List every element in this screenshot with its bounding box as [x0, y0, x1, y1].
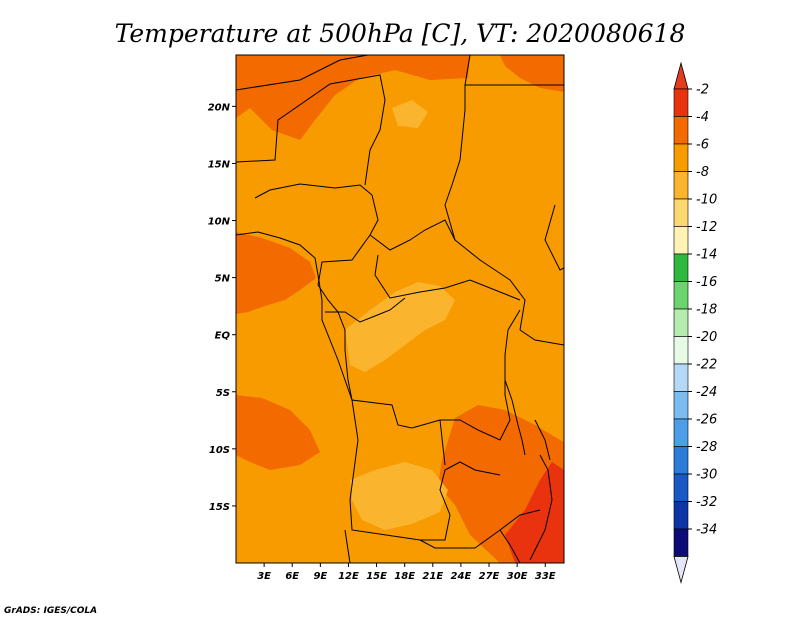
country-borders [236, 55, 564, 563]
y-tick-label: 15N [208, 159, 231, 170]
colorbar-swatch [673, 171, 689, 200]
border-niger-chad [236, 74, 386, 186]
southwest-ocean-warm [236, 395, 320, 470]
grads-credit: GrADS: IGES/COLA [4, 606, 97, 616]
colorbar-over-triangle [673, 61, 689, 90]
colorbar-swatch [673, 528, 689, 557]
colorbar-swatch [673, 143, 689, 172]
y-tick-label: 5N [215, 274, 231, 285]
colorbar-swatch [673, 363, 689, 392]
colorbar-label: -26 [696, 413, 717, 428]
x-tick-label: 18E [394, 571, 415, 582]
colorbar-label: -6 [696, 138, 709, 153]
colorbar-label: -12 [696, 220, 717, 235]
border-gabon-congo [325, 297, 406, 323]
border-angola [349, 399, 501, 541]
colorbar-label: -16 [696, 275, 717, 290]
colorbar-swatch [673, 198, 689, 227]
colorbar-swatch [673, 336, 689, 365]
x-tick-label: 21E [422, 571, 443, 582]
y-tick-label: 20N [208, 102, 231, 113]
border-zambia [439, 419, 446, 466]
colorbar-label: -2 [696, 83, 709, 98]
colorbar-swatch [673, 308, 689, 337]
colorbar-label: -28 [696, 440, 717, 455]
border-namibia [344, 529, 351, 563]
colorbar: -2 -4 -6 -8 -10 -12 -14 -16 -18 -20 -22 -24 -26 -28 -3… [673, 61, 717, 585]
border-tanzania [519, 329, 564, 346]
colorbar-swatch [673, 281, 689, 310]
border-zimbabwe [499, 529, 521, 563]
colorbar-under-triangle [673, 556, 689, 585]
x-tick-label: 30E [507, 571, 528, 582]
colorbar-label: -30 [696, 468, 717, 483]
colorbar-label: -18 [696, 303, 717, 318]
colorbar-swatch [673, 116, 689, 145]
chart-title: Temperature at 500hPa [C], VT: 202008061… [115, 19, 686, 48]
border-mozambique [529, 454, 553, 561]
y-tick-label: 5S [216, 388, 230, 399]
colorbar-label: -14 [696, 248, 717, 263]
border-ethiopia [544, 204, 564, 271]
colorbar-swatch [673, 88, 689, 117]
border-nigeria-north [254, 183, 373, 199]
colorbar-swatch [673, 418, 689, 447]
x-tick-label: 12E [338, 571, 359, 582]
x-tick-label: 33E [535, 571, 556, 582]
y-axis: 20N 15N 10N 5N EQ 5S 10S 15S [208, 102, 236, 513]
colorbar-label: -22 [696, 358, 717, 373]
x-tick-label: 27E [479, 571, 500, 582]
colorbar-swatch [673, 446, 689, 475]
colorbar-label: -10 [696, 193, 717, 208]
x-tick-label: 6E [285, 571, 299, 582]
colorbar-swatch [673, 226, 689, 255]
border-drc-east [440, 309, 521, 441]
x-axis: 3E 6E 9E 12E 15E 18E 21E 24E 27E 30E 33E [257, 563, 556, 582]
colorbar-label: -24 [696, 385, 717, 400]
colorbar-swatch [673, 391, 689, 420]
y-tick-label: EQ [215, 331, 231, 342]
plot-frame [235, 54, 565, 564]
x-tick-label: 3E [257, 571, 271, 582]
coastline-west [236, 231, 353, 401]
border-lake-malawi [534, 419, 551, 461]
x-tick-label: 9E [313, 571, 327, 582]
colorbar-swatch [673, 473, 689, 502]
colorbar-label: -20 [696, 330, 717, 345]
border-car-south [374, 254, 521, 301]
map-plot-area: 3E 6E 9E 12E 15E 18E 21E 24E 27E 30E 33E 20N 15N 10N… [208, 54, 565, 582]
border-car [369, 219, 456, 251]
west-coast-warm [236, 232, 316, 314]
northwest-warm [236, 55, 470, 140]
central-cool [345, 282, 455, 372]
colorbar-swatch [673, 501, 689, 530]
chad-cool [392, 100, 428, 128]
border-lake-tanganyika [504, 379, 526, 456]
colorbar-label: -34 [696, 523, 717, 538]
y-tick-label: 10N [208, 217, 231, 228]
border-north-coast [236, 55, 369, 91]
colorbar-label: -4 [696, 110, 709, 125]
colorbar-label: -8 [696, 165, 709, 180]
temperature-field [236, 55, 564, 563]
colorbar-swatch [673, 253, 689, 282]
border-chad-car [317, 194, 379, 286]
border-egypt-sudan [444, 55, 526, 331]
y-tick-label: 10S [209, 445, 230, 456]
border-congo-drc [344, 349, 441, 429]
colorbar-label: -32 [696, 495, 717, 510]
x-tick-label: 24E [451, 571, 472, 582]
angola-cool [350, 462, 448, 530]
northeast-warm [500, 55, 564, 92]
southeast-hot [505, 462, 564, 563]
border-botswana [419, 509, 541, 549]
y-tick-label: 15S [209, 502, 230, 513]
x-tick-label: 15E [366, 571, 387, 582]
